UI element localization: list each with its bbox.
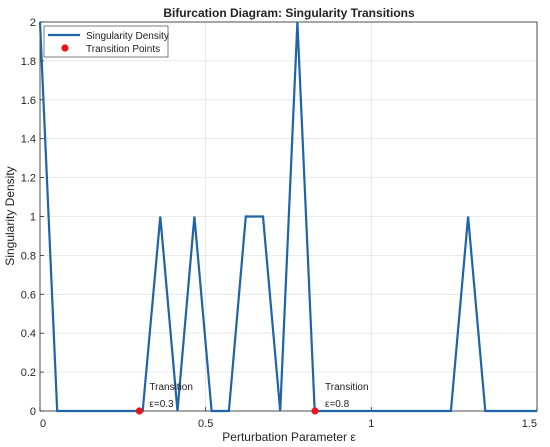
y-tick-label: 1.4 <box>21 134 36 146</box>
y-tick-label: 1.2 <box>21 173 36 185</box>
transition-point-marker <box>311 407 319 415</box>
series-line-singularity-density <box>38 21 537 413</box>
x-tick-label: 1 <box>368 418 374 430</box>
y-axis-label: Singularity Density <box>3 166 17 265</box>
legend-label-singularity-density: Singularity Density <box>86 31 169 42</box>
transition-point-marker <box>135 407 143 415</box>
legend: Singularity Density Transition Points <box>43 25 169 58</box>
legend-label-transition-points: Transition Points <box>86 44 160 55</box>
legend-box <box>43 25 169 58</box>
y-tick-label: 0.4 <box>21 328 36 340</box>
x-axis-label: Perturbation Parameter ε <box>222 430 356 444</box>
y-tick-label: 1.8 <box>21 56 36 68</box>
annotation-title: Transition <box>149 382 193 393</box>
y-axis-ticks: 0 0.2 0.4 0.6 0.8 1 1.2 1.4 1.6 1.8 2 <box>21 17 44 418</box>
annotation-title: Transition <box>325 382 369 393</box>
transition-points <box>135 407 319 415</box>
annotations: Transition ε=0.3 Transition ε=0.8 <box>149 382 368 410</box>
x-tick-label: 0.5 <box>198 418 213 430</box>
x-tick-label: 1.5 <box>522 418 537 430</box>
y-tick-label: 0.6 <box>21 289 36 301</box>
annotation-value: ε=0.8 <box>325 399 350 410</box>
y-tick-label: 2 <box>30 17 36 29</box>
y-tick-label: 0 <box>30 406 36 418</box>
y-tick-label: 1.6 <box>21 95 36 107</box>
y-tick-label: 0.8 <box>21 250 36 262</box>
annotation-value: ε=0.3 <box>149 399 174 410</box>
chart-title: Bifurcation Diagram: Singularity Transit… <box>163 6 415 20</box>
x-axis-ticks: 0 0.5 1 1.5 <box>39 407 538 430</box>
y-tick-label: 0.2 <box>21 367 36 379</box>
y-tick-label: 1 <box>30 212 36 224</box>
x-tick-label: 0 <box>40 418 46 430</box>
legend-marker-swatch <box>61 44 69 52</box>
